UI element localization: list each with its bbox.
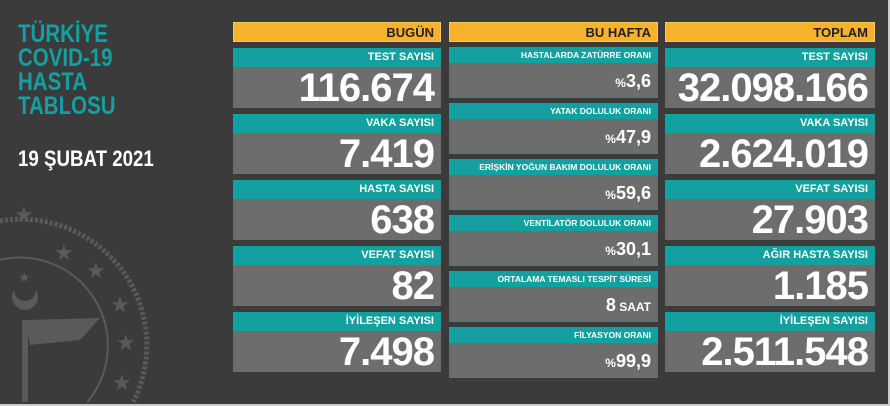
today-header: BUGÜN: [233, 22, 441, 42]
stat-label: YATAK DOLULUK ORANI: [449, 103, 658, 119]
stat-label: VEFAT SAYISI: [665, 180, 875, 199]
stat-prefix: %: [615, 76, 626, 90]
stat-value: 1.185: [665, 265, 875, 307]
stat-label: TEST SAYISI: [665, 48, 875, 67]
stat-label: ERİŞKİN YOĞUN BAKIM DOLULUK ORANI: [449, 159, 658, 175]
stat-value: 7.498: [233, 331, 441, 373]
stat-value: 2.511.548: [665, 331, 875, 373]
today-cases: VAKA SAYISI 7.419: [233, 114, 441, 175]
report-date: 19 ŞUBAT 2021: [18, 146, 154, 171]
week-filiation: FİLYASYON ORANI %99,9: [449, 327, 658, 378]
week-header: BU HAFTA: [449, 22, 658, 42]
today-test: TEST SAYISI 116.674: [233, 48, 441, 109]
stat-value: 82: [233, 265, 441, 307]
total-critical: AĞIR HASTA SAYISI 1.185: [665, 246, 875, 307]
stat-number: 59,6: [615, 183, 651, 203]
svg-text:★: ★: [86, 259, 106, 284]
stat-label: İYİLEŞEN SAYISI: [665, 312, 875, 331]
stat-value: %30,1: [449, 231, 658, 266]
today-recovered: İYİLEŞEN SAYISI 7.498: [233, 312, 441, 373]
svg-text:★: ★: [18, 270, 31, 286]
total-test: TEST SAYISI 32.098.166: [665, 48, 875, 109]
stat-value: 638: [233, 199, 441, 241]
stat-prefix: %: [605, 188, 616, 202]
stat-value: 7.419: [233, 133, 441, 175]
stat-label: VAKA SAYISI: [665, 114, 875, 133]
stat-number: 8: [605, 295, 616, 315]
today-column: BUGÜN TEST SAYISI 116.674 VAKA SAYISI 7.41…: [233, 22, 441, 373]
total-cases: VAKA SAYISI 2.624.019: [665, 114, 875, 175]
stat-label: HASTALARDA ZATÜRRE ORANI: [449, 47, 658, 63]
stat-value: %99,9: [449, 343, 658, 378]
stat-prefix: %: [605, 356, 616, 370]
stat-label: AĞIR HASTA SAYISI: [665, 246, 875, 265]
week-bed: YATAK DOLULUK ORANI %47,9: [449, 103, 658, 154]
ministry-emblem-icon: ★★★ ★★★ ★: [0, 203, 150, 404]
stat-value: 27.903: [665, 199, 875, 241]
total-header: TOPLAM: [665, 22, 875, 42]
stat-label: FİLYASYON ORANI: [449, 327, 658, 343]
stat-value: %59,6: [449, 175, 658, 210]
stat-label: HASTA SAYISI: [233, 180, 441, 199]
stat-label: VENTİLATÖR DOLULUK ORANI: [449, 215, 658, 231]
svg-text:★: ★: [116, 331, 136, 356]
stat-prefix: %: [605, 132, 616, 146]
total-recovered: İYİLEŞEN SAYISI 2.511.548: [665, 312, 875, 373]
week-icu: ERİŞKİN YOĞUN BAKIM DOLULUK ORANI %59,6: [449, 159, 658, 210]
stat-value: 8 SAAT: [449, 287, 658, 322]
stat-label: İYİLEŞEN SAYISI: [233, 312, 441, 331]
total-deaths: VEFAT SAYISI 27.903: [665, 180, 875, 241]
stat-value: 116.674: [233, 67, 441, 109]
today-deaths: VEFAT SAYISI 82: [233, 246, 441, 307]
stat-number: 3,6: [625, 71, 651, 91]
svg-text:★: ★: [54, 241, 74, 266]
stat-suffix: SAAT: [615, 300, 651, 314]
stat-number: 47,9: [615, 127, 651, 147]
stat-value: 32.098.166: [665, 67, 875, 109]
total-column: TOPLAM TEST SAYISI 32.098.166 VAKA SAYISI…: [665, 22, 875, 373]
week-ventilator: VENTİLATÖR DOLULUK ORANI %30,1: [449, 215, 658, 266]
svg-text:★: ★: [14, 203, 34, 228]
page-title: TÜRKİYE COVID-19 HASTA TABLOSU: [18, 20, 116, 120]
stat-value: 2.624.019: [665, 133, 875, 175]
svg-text:★: ★: [112, 371, 132, 396]
stat-label: VEFAT SAYISI: [233, 246, 441, 265]
stat-prefix: %: [605, 244, 616, 258]
svg-text:★: ★: [110, 293, 130, 318]
stat-label: ORTALAMA TEMASLI TESPİT SÜRESİ: [449, 271, 658, 287]
stat-label: VAKA SAYISI: [233, 114, 441, 133]
today-patients: HASTA SAYISI 638: [233, 180, 441, 241]
stat-number: 30,1: [615, 239, 651, 259]
stat-value: %3,6: [449, 63, 658, 98]
stat-number: 99,9: [615, 351, 651, 371]
week-column: BU HAFTA HASTALARDA ZATÜRRE ORANI %3,6 YA…: [449, 22, 658, 378]
week-contact-time: ORTALAMA TEMASLI TESPİT SÜRESİ 8 SAAT: [449, 271, 658, 322]
stat-label: TEST SAYISI: [233, 48, 441, 67]
week-pneumonia: HASTALARDA ZATÜRRE ORANI %3,6: [449, 47, 658, 98]
stat-value: %47,9: [449, 119, 658, 154]
